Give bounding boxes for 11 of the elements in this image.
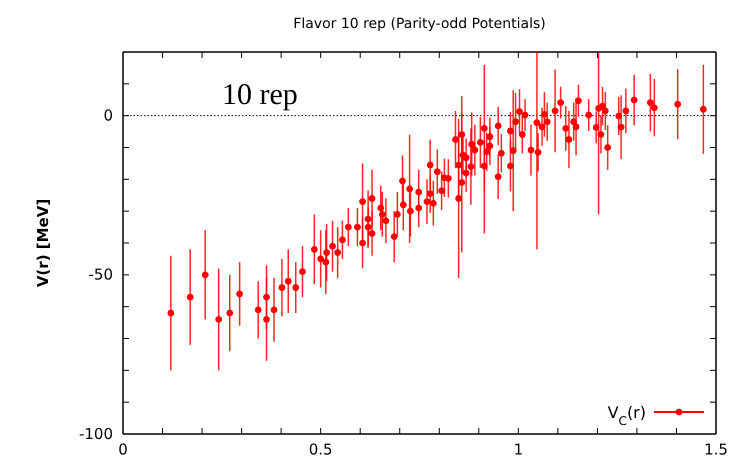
annotation: 10 rep xyxy=(222,78,298,111)
y-tick-label: -100 xyxy=(78,424,113,443)
x-tick-label: 1.5 xyxy=(704,440,728,459)
x-tick-label: 0 xyxy=(118,440,128,459)
legend-label: V$_{C}$(r) xyxy=(608,403,646,428)
x-tick-label: 0.5 xyxy=(308,440,333,459)
y-axis-title: V(r) [MeV] xyxy=(34,198,52,288)
y-tick-label: 0 xyxy=(103,106,113,124)
chart-title: Flavor 10 rep (Parity-odd Potentials) xyxy=(293,16,546,32)
x-tick-label: 1 xyxy=(514,440,524,459)
y-tick-label: -50 xyxy=(88,266,113,284)
